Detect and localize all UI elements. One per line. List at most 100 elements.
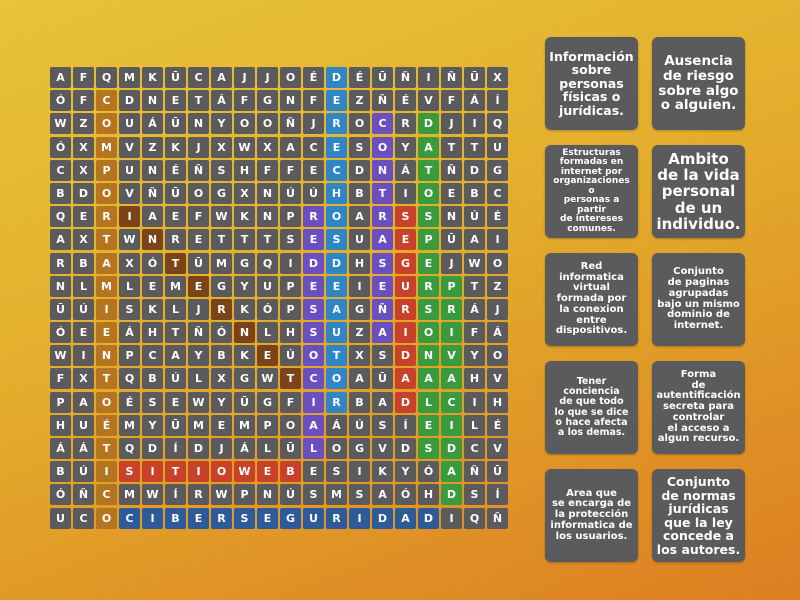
grid-cell[interactable]: I	[395, 182, 416, 204]
grid-cell[interactable]: É	[165, 159, 186, 181]
grid-cell[interactable]: Ñ	[142, 182, 163, 204]
grid-cell[interactable]: J	[188, 136, 209, 158]
grid-cell[interactable]: X	[73, 368, 94, 390]
grid-cell[interactable]: G	[395, 252, 416, 274]
grid-cell[interactable]: E	[73, 322, 94, 344]
grid-cell[interactable]: Á	[50, 438, 71, 459]
grid-cell[interactable]: S	[349, 484, 370, 506]
grid-cell[interactable]: I	[441, 322, 462, 344]
grid-cell[interactable]: U	[50, 507, 71, 529]
grid-cell[interactable]: E	[165, 391, 186, 413]
grid-cell[interactable]: A	[349, 368, 370, 390]
grid-cell[interactable]: G	[349, 298, 370, 320]
clue-card-privacidad[interactable]: Ambito de la vida personal de un individuo.	[652, 145, 745, 238]
grid-cell[interactable]: R	[372, 206, 393, 228]
grid-cell[interactable]: T	[326, 345, 347, 367]
grid-cell[interactable]: A	[418, 368, 439, 390]
grid-cell[interactable]: R	[165, 229, 186, 251]
grid-cell[interactable]: É	[487, 206, 508, 228]
grid-cell[interactable]: A	[96, 252, 117, 274]
grid-cell[interactable]: Ñ	[280, 113, 301, 135]
grid-cell[interactable]: M	[234, 414, 255, 436]
grid-cell[interactable]: Ú	[303, 182, 324, 204]
grid-cell[interactable]: N	[372, 159, 393, 181]
grid-cell[interactable]: C	[326, 159, 347, 181]
grid-cell[interactable]: M	[119, 414, 140, 436]
grid-cell[interactable]: C	[464, 438, 485, 459]
grid-cell[interactable]: S	[395, 206, 416, 228]
grid-cell[interactable]: M	[188, 414, 209, 436]
grid-cell[interactable]: Q	[257, 252, 278, 274]
grid-cell[interactable]: B	[464, 182, 485, 204]
grid-cell[interactable]: Ū	[165, 182, 186, 204]
grid-cell[interactable]: O	[303, 345, 324, 367]
grid-cell[interactable]: C	[188, 67, 209, 88]
grid-cell[interactable]: O	[349, 113, 370, 135]
grid-cell[interactable]: T	[188, 90, 209, 112]
grid-cell[interactable]: R	[326, 391, 347, 413]
grid-cell[interactable]: A	[211, 67, 232, 88]
grid-cell[interactable]: H	[142, 322, 163, 344]
grid-cell[interactable]: L	[73, 275, 94, 297]
grid-cell[interactable]: T	[211, 229, 232, 251]
grid-cell[interactable]: J	[487, 298, 508, 320]
grid-cell[interactable]: F	[257, 159, 278, 181]
grid-cell[interactable]: D	[73, 182, 94, 204]
grid-cell[interactable]: I	[96, 298, 117, 320]
grid-cell[interactable]: T	[464, 136, 485, 158]
grid-cell[interactable]: Ó	[211, 322, 232, 344]
grid-cell[interactable]: Ñ	[188, 159, 209, 181]
grid-cell[interactable]: Ū	[165, 414, 186, 436]
grid-cell[interactable]: Ó	[50, 136, 71, 158]
grid-cell[interactable]: F	[188, 206, 209, 228]
grid-cell[interactable]: T	[464, 275, 485, 297]
grid-cell[interactable]: Í	[395, 414, 416, 436]
grid-cell[interactable]: A	[326, 298, 347, 320]
grid-cell[interactable]: H	[234, 159, 255, 181]
grid-cell[interactable]: Ñ	[372, 298, 393, 320]
grid-cell[interactable]: P	[280, 275, 301, 297]
grid-cell[interactable]: C	[441, 391, 462, 413]
grid-cell[interactable]: Y	[234, 275, 255, 297]
grid-cell[interactable]: M	[211, 252, 232, 274]
grid-cell[interactable]: E	[326, 90, 347, 112]
grid-cell[interactable]: N	[441, 206, 462, 228]
grid-cell[interactable]: E	[441, 182, 462, 204]
grid-cell[interactable]: E	[303, 275, 324, 297]
grid-cell[interactable]: N	[142, 229, 163, 251]
grid-cell[interactable]: Í	[487, 90, 508, 112]
grid-cell[interactable]: E	[96, 322, 117, 344]
grid-cell[interactable]: I	[441, 414, 462, 436]
grid-cell[interactable]: Q	[50, 206, 71, 228]
grid-cell[interactable]: Ū	[50, 298, 71, 320]
grid-cell[interactable]: M	[119, 484, 140, 506]
grid-cell[interactable]: Y	[395, 461, 416, 483]
grid-cell[interactable]: I	[418, 67, 439, 88]
grid-cell[interactable]: O	[418, 322, 439, 344]
grid-cell[interactable]: N	[142, 159, 163, 181]
grid-cell[interactable]: Z	[487, 275, 508, 297]
grid-cell[interactable]: I	[395, 322, 416, 344]
grid-cell[interactable]: A	[142, 206, 163, 228]
grid-cell[interactable]: V	[119, 136, 140, 158]
grid-cell[interactable]: M	[96, 136, 117, 158]
grid-cell[interactable]: X	[257, 136, 278, 158]
grid-cell[interactable]: M	[119, 67, 140, 88]
grid-cell[interactable]: Ó	[50, 484, 71, 506]
grid-cell[interactable]: L	[464, 414, 485, 436]
grid-cell[interactable]: E	[303, 159, 324, 181]
grid-cell[interactable]: S	[119, 461, 140, 483]
grid-cell[interactable]: Ó	[418, 461, 439, 483]
grid-cell[interactable]: É	[349, 67, 370, 88]
grid-cell[interactable]: J	[211, 438, 232, 459]
grid-cell[interactable]: Y	[211, 391, 232, 413]
grid-cell[interactable]: A	[349, 206, 370, 228]
grid-cell[interactable]: B	[73, 252, 94, 274]
grid-cell[interactable]: F	[280, 391, 301, 413]
grid-cell[interactable]: Ñ	[487, 507, 508, 529]
grid-cell[interactable]: G	[234, 368, 255, 390]
grid-cell[interactable]: Ñ	[188, 322, 209, 344]
grid-cell[interactable]: S	[349, 136, 370, 158]
grid-cell[interactable]: K	[234, 345, 255, 367]
grid-cell[interactable]: M	[165, 275, 186, 297]
